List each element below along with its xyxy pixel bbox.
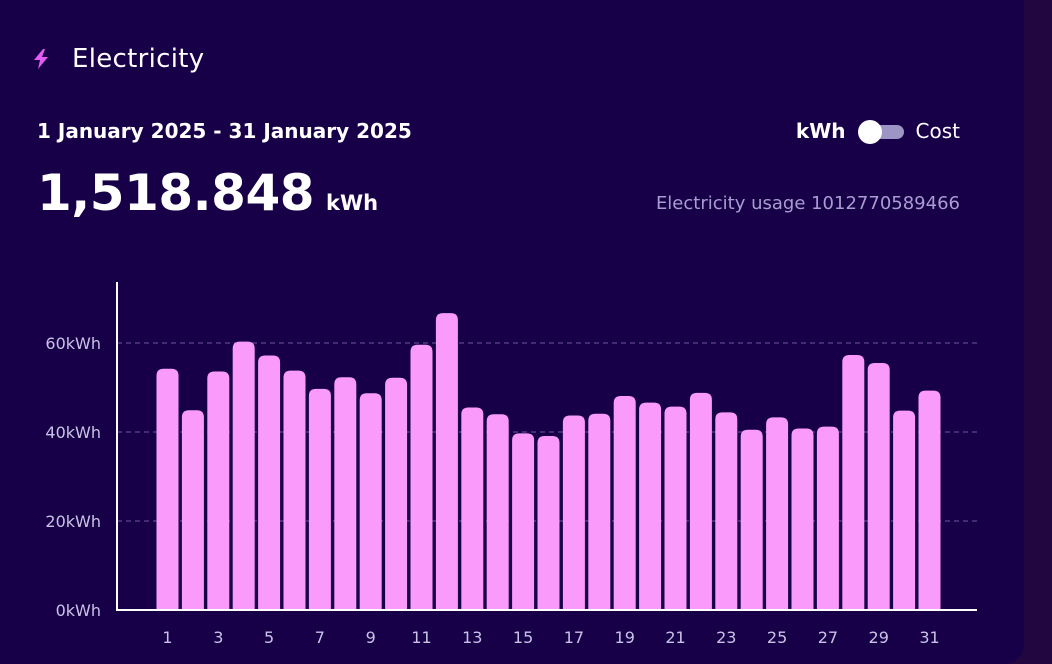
date-range: 1 January 2025 - 31 January 2025 (37, 119, 412, 143)
x-tick-label: 9 (366, 628, 376, 647)
bar-day-1 (156, 368, 179, 610)
bar-day-8 (334, 377, 357, 610)
bar-day-14 (486, 414, 509, 610)
electricity-panel: Electricity 1 January 2025 - 31 January … (32, 44, 977, 647)
y-tick-label: 60kWh (45, 334, 101, 353)
bar-day-30 (893, 410, 916, 610)
x-tick-label: 11 (411, 628, 431, 647)
bar-day-31 (918, 390, 941, 610)
x-tick-label: 13 (462, 628, 482, 647)
x-tick-label: 19 (615, 628, 635, 647)
bar-day-15 (512, 433, 535, 610)
bar-day-9 (359, 393, 382, 610)
toggle-knob (857, 120, 882, 144)
bar-day-5 (258, 355, 281, 610)
bar-day-7 (308, 388, 331, 610)
bar-day-27 (816, 426, 839, 610)
bar-day-12 (435, 313, 458, 610)
bar-day-16 (537, 436, 560, 610)
bar-day-10 (385, 377, 408, 610)
bar-day-17 (562, 415, 585, 610)
x-tick-label: 1 (162, 628, 172, 647)
x-tick-label: 27 (818, 628, 838, 647)
total-usage: 1,518.848 kWh (37, 164, 378, 222)
lightning-bolt-icon (34, 49, 48, 69)
bar-day-2 (181, 410, 204, 610)
y-tick-label: 20kWh (45, 512, 101, 531)
toggle-label-cost[interactable]: Cost (915, 119, 960, 143)
x-tick-label: 15 (513, 628, 533, 647)
bar-day-20 (639, 402, 662, 610)
y-tick-label: 0kWh (56, 601, 101, 620)
bar-day-21 (664, 406, 687, 610)
bar-day-29 (867, 363, 890, 610)
x-tick-label: 29 (869, 628, 889, 647)
bar-day-6 (283, 370, 306, 610)
x-tick-label: 25 (767, 628, 787, 647)
unit-toggle: kWh Cost (795, 119, 960, 144)
bar-day-25 (766, 417, 789, 610)
page-title: Electricity (72, 44, 205, 74)
x-tick-label: 21 (665, 628, 685, 647)
bar-day-19 (613, 395, 636, 610)
x-tick-label: 5 (264, 628, 274, 647)
bar-day-4 (232, 341, 255, 610)
total-usage-unit: kWh (326, 191, 379, 215)
toggle-label-kwh[interactable]: kWh (795, 119, 846, 143)
bar-day-13 (461, 407, 484, 610)
bar-day-18 (588, 413, 611, 610)
x-tick-label: 31 (919, 628, 939, 647)
bar-day-26 (791, 428, 814, 610)
total-usage-value: 1,518.848 (37, 164, 315, 222)
x-tick-label: 7 (315, 628, 325, 647)
meter-label: Electricity usage 1012770589466 (655, 193, 960, 214)
bar-day-11 (410, 344, 433, 610)
bar-day-3 (207, 371, 230, 610)
bar-day-24 (740, 429, 763, 610)
bar-day-22 (689, 392, 712, 610)
x-tick-label: 17 (564, 628, 584, 647)
x-tick-label: 23 (716, 628, 736, 647)
x-tick-label: 3 (213, 628, 223, 647)
y-tick-label: 40kWh (45, 423, 101, 442)
bar-day-28 (842, 355, 865, 610)
bar-day-23 (715, 412, 738, 610)
panel-header: Electricity (32, 44, 204, 74)
unit-toggle-switch[interactable] (857, 120, 904, 144)
